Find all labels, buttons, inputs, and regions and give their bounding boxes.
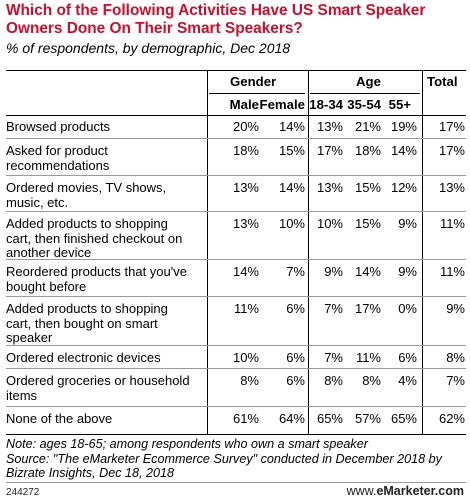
table-cell: 15% [354,180,381,195]
table-cell: 20% [232,119,259,134]
row-separator [6,345,466,346]
footer-rule [6,482,466,483]
table-cell: 6% [286,373,305,388]
brand-name: eMarketer.com [376,484,464,498]
row-separator [6,259,466,260]
table-cell: 8% [324,373,343,388]
table-cell: 17% [438,143,465,158]
table-cell: 6% [286,350,305,365]
divider-gender-age [308,70,309,435]
table-cell: 13% [232,180,259,195]
table-cell: 7% [324,350,343,365]
table-cell: 12% [390,180,417,195]
column-header: Male [229,97,259,112]
table-cell: 17% [354,301,381,316]
row-label: Reordered products that you've bought be… [6,264,187,294]
row-label: None of the above [6,411,113,426]
table-cell: 9% [446,301,465,316]
table-cell: 10% [278,216,305,231]
table-cell: 13% [316,180,343,195]
age-underline [310,93,420,94]
table-cell: 7% [286,264,305,279]
divider-label-gender [207,70,208,435]
table-cell: 7% [446,373,465,388]
table-cell: 0% [398,301,417,316]
column-header: 35-54 [347,97,381,112]
table-cell: 15% [354,216,381,231]
row-separator [6,296,466,297]
table-cell: 11% [439,264,465,279]
row-label: Browsed products [6,119,111,134]
table-cell: 21% [354,119,381,134]
table-cell: 11% [439,216,465,231]
row-label: Added products to shopping cart, then bo… [6,301,168,345]
row-label: Asked for product recommendations [6,143,110,173]
table-cell: 17% [316,143,343,158]
table-cell: 17% [438,119,465,134]
table-cell: 65% [316,411,343,426]
table-cell: 64% [278,411,305,426]
table-cell: 14% [354,264,381,279]
table-cell: 14% [232,264,259,279]
row-label: Ordered groceries or household items [6,373,190,403]
row-separator [6,211,466,212]
table-top-rule [6,70,466,71]
table-cell: 57% [354,411,381,426]
table-cell: 4% [398,373,417,388]
chart-title: Which of the Following Activities Have U… [6,2,426,37]
row-separator [6,406,466,407]
table-cell: 11% [233,301,259,316]
row-separator [6,368,466,369]
table-cell: 13% [438,180,465,195]
table-cell: 9% [324,264,343,279]
chart-id: 244272 [6,487,40,498]
table-cell: 14% [390,143,417,158]
table-cell: 9% [398,216,417,231]
row-separator [6,115,466,116]
table-cell: 6% [286,301,305,316]
group-header-total: Total [427,74,458,89]
row-separator [6,138,466,139]
table-cell: 11% [355,350,381,365]
table-cell: 10% [316,216,343,231]
table-cell: 8% [362,373,381,388]
table-cell: 18% [354,143,381,158]
row-label: Ordered movies, TV shows, music, etc. [6,180,167,210]
divider-age-total [422,70,423,435]
table-cell: 18% [232,143,259,158]
gender-underline [209,93,305,94]
table-cell: 9% [398,264,417,279]
table-cell: 61% [232,411,259,426]
table-cell: 6% [398,350,417,365]
row-label: Added products to shopping cart, then fi… [6,216,183,260]
table-cell: 13% [232,216,259,231]
table-cell: 62% [438,411,465,426]
table-cell: 7% [324,301,343,316]
table-cell: 10% [232,350,259,365]
brand-prefix: www. [346,484,377,498]
table-cell: 14% [278,119,305,134]
row-label: Ordered electronic devices [6,350,161,365]
table-cell: 65% [390,411,417,426]
row-separator [6,175,466,176]
column-header: 55+ [388,97,411,112]
table-cell: 8% [240,373,259,388]
brand-logo: www.eMarketer.com [347,484,464,498]
table-cell: 15% [278,143,305,158]
table-cell: 8% [446,350,465,365]
group-header-age: Age [356,74,381,89]
column-header: 18-34 [309,97,343,112]
column-header: Female [259,97,305,112]
table-cell: 14% [278,180,305,195]
table-cell: 13% [316,119,343,134]
source-note: Note: ages 18-65; among respondents who … [6,437,442,480]
chart-subtitle: % of respondents, by demographic, Dec 20… [6,40,291,56]
data-table: Gender Age Total Male Female 18-34 35-54 55+… [6,70,466,435]
table-bottom-rule [6,434,466,435]
table-cell: 19% [390,119,417,134]
group-header-gender: Gender [230,74,277,89]
